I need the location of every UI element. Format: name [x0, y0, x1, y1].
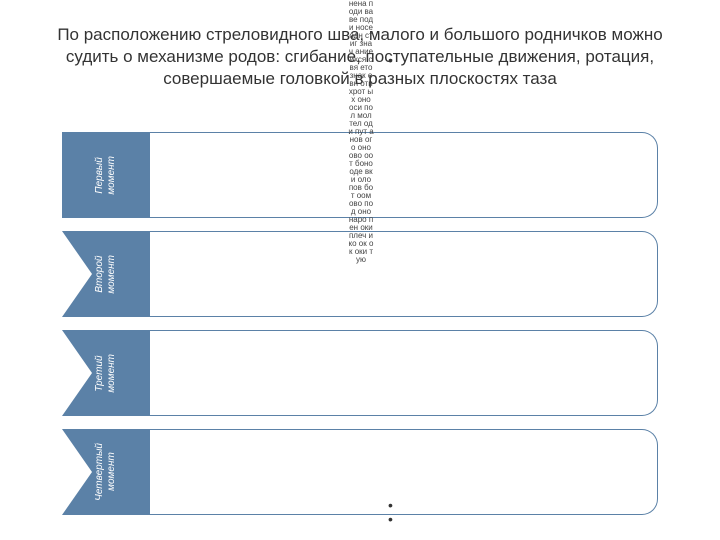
body-moment-2: [150, 231, 658, 317]
tab-moment-3: Третий момент: [62, 330, 150, 416]
bullet-icon: •: [388, 52, 393, 68]
tab-label: Третий момент: [94, 354, 118, 393]
bullet-icon: • •: [388, 498, 393, 526]
tab-moment-2: Второй момент: [62, 231, 150, 317]
vertical-noise-text: нена поди ваве поди носе одн стиг знач а…: [348, 0, 374, 540]
body-moment-4: [150, 429, 658, 515]
tab-label: Первый момент: [94, 156, 118, 195]
tab-label: Четвертый момент: [94, 443, 118, 501]
body-moment-1: [150, 132, 658, 218]
tab-label: Второй момент: [94, 255, 118, 294]
body-moment-3: [150, 330, 658, 416]
tab-moment-4: Четвертый момент: [62, 429, 150, 515]
tab-moment-1: Первый момент: [62, 132, 150, 218]
